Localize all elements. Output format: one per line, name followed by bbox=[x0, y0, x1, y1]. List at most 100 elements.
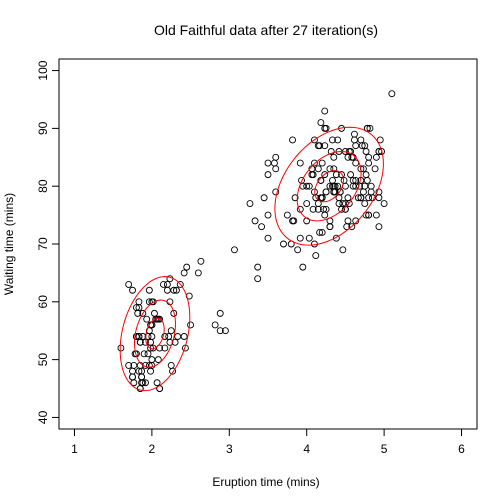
data-point bbox=[365, 211, 373, 219]
data-point bbox=[296, 159, 304, 167]
data-point bbox=[365, 159, 373, 167]
plot-frame bbox=[58, 58, 478, 430]
data-point bbox=[361, 200, 369, 207]
data-point bbox=[321, 171, 329, 179]
data-point bbox=[339, 246, 347, 254]
x-tick-label: 5 bbox=[381, 442, 388, 456]
data-point bbox=[161, 333, 169, 340]
data-point bbox=[310, 136, 318, 144]
data-point bbox=[294, 246, 302, 254]
data-point bbox=[136, 338, 144, 346]
contour-ellipse bbox=[274, 126, 384, 246]
data-point bbox=[340, 176, 348, 184]
data-point bbox=[362, 148, 370, 155]
contour-ellipse bbox=[145, 318, 165, 350]
data-point bbox=[310, 159, 318, 167]
data-point bbox=[180, 333, 188, 340]
data-point bbox=[326, 223, 334, 231]
data-point bbox=[125, 361, 133, 369]
data-point bbox=[138, 373, 146, 381]
data-point bbox=[327, 148, 335, 155]
data-point bbox=[163, 286, 171, 294]
data-point bbox=[326, 182, 334, 190]
data-point bbox=[330, 165, 338, 173]
y-tick-label: 60 bbox=[36, 295, 50, 309]
data-point bbox=[329, 136, 336, 144]
data-point bbox=[352, 142, 360, 150]
data-point bbox=[129, 367, 136, 375]
data-point bbox=[291, 194, 299, 202]
data-point bbox=[380, 200, 388, 207]
data-point bbox=[216, 327, 224, 335]
data-point bbox=[283, 211, 291, 219]
contour-ellipse bbox=[119, 276, 191, 392]
data-point bbox=[153, 379, 161, 387]
data-point bbox=[176, 281, 184, 288]
data-point bbox=[365, 153, 373, 161]
data-point bbox=[372, 153, 380, 161]
data-point bbox=[312, 252, 320, 260]
data-point bbox=[338, 205, 345, 213]
data-point bbox=[289, 217, 296, 225]
data-point bbox=[318, 159, 326, 167]
y-tick-label: 80 bbox=[36, 179, 50, 193]
data-point bbox=[264, 234, 272, 242]
data-point bbox=[187, 321, 195, 329]
data-point bbox=[309, 205, 317, 213]
data-point bbox=[344, 217, 352, 225]
data-point bbox=[314, 205, 322, 213]
data-point bbox=[344, 194, 352, 202]
data-point bbox=[318, 228, 326, 236]
data-point bbox=[334, 136, 342, 144]
data-point bbox=[303, 182, 311, 190]
data-point bbox=[334, 182, 342, 190]
data-point bbox=[132, 333, 140, 340]
data-point bbox=[367, 188, 375, 196]
data-point bbox=[299, 263, 307, 271]
data-point bbox=[254, 263, 262, 271]
data-point bbox=[375, 194, 383, 202]
data-point bbox=[117, 344, 125, 352]
data-point bbox=[139, 309, 147, 317]
data-point bbox=[148, 356, 156, 364]
x-axis: 1 2 3 4 5 6 bbox=[71, 428, 465, 456]
data-point bbox=[142, 379, 149, 387]
data-point bbox=[272, 165, 280, 173]
data-point bbox=[362, 171, 370, 179]
data-point bbox=[296, 234, 304, 242]
data-point bbox=[348, 223, 356, 231]
gaussian-contours bbox=[119, 126, 384, 392]
data-point bbox=[366, 124, 374, 132]
data-point bbox=[272, 153, 280, 161]
data-point bbox=[345, 148, 353, 155]
data-point bbox=[154, 356, 162, 364]
data-point bbox=[329, 176, 336, 184]
data-point bbox=[139, 379, 147, 387]
data-point bbox=[143, 315, 151, 323]
data-point bbox=[343, 223, 351, 231]
data-point bbox=[361, 182, 369, 190]
data-point bbox=[161, 344, 169, 352]
data-point bbox=[372, 211, 380, 219]
data-point bbox=[180, 269, 188, 277]
data-point bbox=[264, 211, 272, 219]
data-point bbox=[174, 333, 182, 340]
data-point bbox=[332, 234, 340, 242]
data-point bbox=[148, 333, 156, 340]
data-point bbox=[309, 171, 317, 179]
data-point bbox=[351, 136, 358, 144]
data-point bbox=[357, 136, 365, 144]
data-point bbox=[132, 304, 140, 312]
data-point bbox=[254, 275, 262, 283]
data-point bbox=[125, 281, 133, 288]
data-point bbox=[367, 182, 375, 190]
data-point bbox=[358, 142, 366, 150]
data-point bbox=[335, 200, 343, 207]
x-tick-label: 6 bbox=[458, 442, 465, 456]
data-point bbox=[375, 188, 383, 196]
x-tick-label: 3 bbox=[226, 442, 233, 456]
data-point bbox=[357, 194, 365, 202]
data-point bbox=[135, 298, 143, 306]
data-point bbox=[264, 171, 272, 179]
